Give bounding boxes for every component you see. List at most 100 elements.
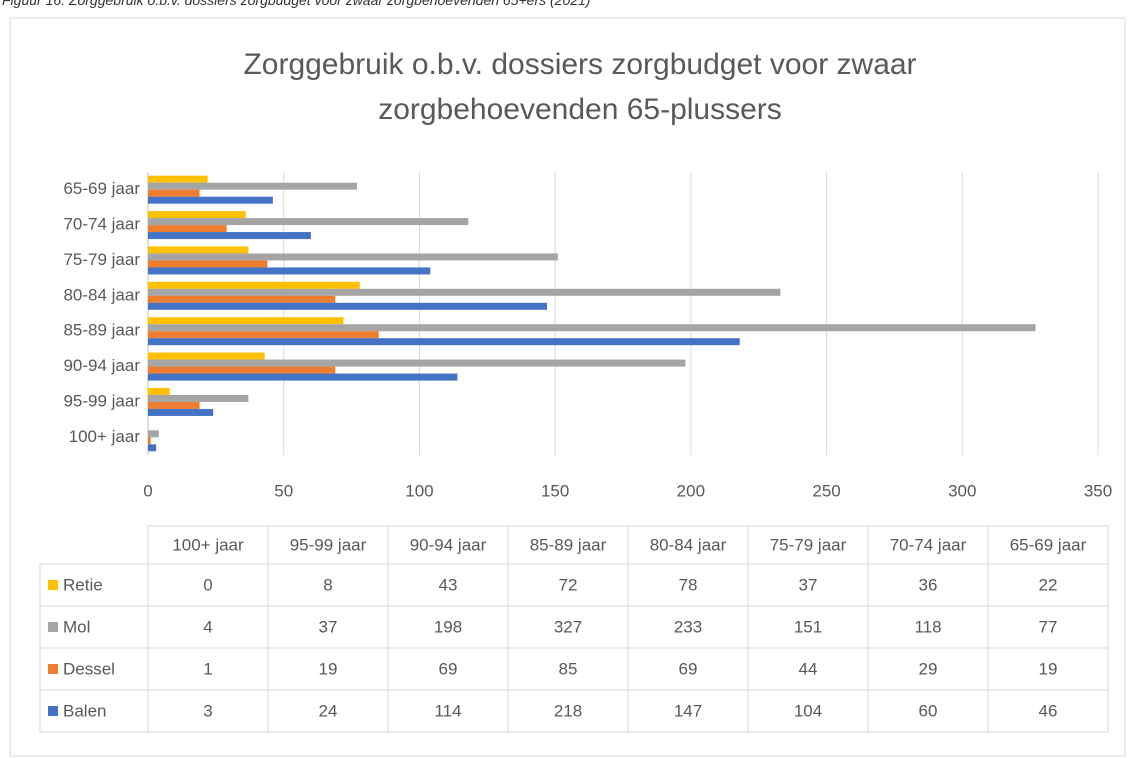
bar [148, 444, 157, 452]
y-tick-label: 65-69 jaar [63, 179, 140, 198]
legend-key [48, 622, 58, 632]
legend-key [48, 706, 58, 716]
table-value: 327 [554, 617, 582, 636]
bar [148, 288, 781, 296]
bar [148, 211, 246, 219]
legend-label: Retie [63, 575, 103, 594]
table-header: 90-94 jaar [410, 535, 487, 554]
table-value: 44 [799, 659, 818, 678]
table-value: 1 [203, 659, 212, 678]
bar [148, 401, 200, 409]
x-tick-label: 100 [405, 481, 433, 500]
table-header: 95-99 jaar [290, 535, 367, 554]
table-value: 198 [434, 617, 462, 636]
table-value: 78 [679, 575, 698, 594]
table-header: 65-69 jaar [1010, 535, 1087, 554]
bar [148, 295, 336, 303]
table-value: 104 [794, 701, 822, 720]
y-tick-label: 70-74 jaar [63, 215, 140, 234]
table-header: 75-79 jaar [770, 535, 847, 554]
y-tick-label: 100+ jaar [69, 427, 141, 446]
table-value: 72 [559, 575, 578, 594]
x-tick-label: 350 [1084, 481, 1112, 500]
bar [148, 387, 170, 395]
table-value: 77 [1039, 617, 1058, 636]
legend-key [48, 580, 58, 590]
table-value: 4 [203, 617, 212, 636]
bar [148, 317, 344, 325]
x-tick-label: 300 [948, 481, 976, 500]
x-tick-label: 250 [812, 481, 840, 500]
bar [148, 253, 558, 261]
bar [148, 373, 458, 381]
bar [148, 338, 740, 346]
x-tick-label: 150 [541, 481, 569, 500]
bar [148, 302, 547, 310]
bar [148, 359, 686, 367]
table-value: 114 [434, 701, 461, 720]
bar [148, 437, 151, 445]
bar [148, 175, 208, 183]
table-value: 36 [919, 575, 938, 594]
table-value: 22 [1039, 575, 1058, 594]
table-value: 8 [323, 575, 332, 594]
chart-title: Zorggebruik o.b.v. dossiers zorgbudget v… [243, 48, 917, 126]
table-value: 85 [559, 659, 578, 678]
table-value: 43 [439, 575, 458, 594]
figure-caption: Figuur 16: Zorggebruik o.b.v. dossiers z… [2, 0, 591, 8]
legend-label: Balen [63, 701, 106, 720]
legend-label: Mol [63, 617, 90, 636]
bar [148, 366, 336, 374]
table-value: 3 [203, 701, 212, 720]
y-tick-label: 80-84 jaar [63, 285, 140, 304]
table-value: 19 [319, 659, 338, 678]
table-value: 60 [919, 701, 938, 720]
table-value: 37 [319, 617, 338, 636]
bar [148, 218, 469, 226]
table-header: 70-74 jaar [890, 535, 967, 554]
table-value: 218 [554, 701, 582, 720]
bar [148, 430, 159, 438]
bar [148, 352, 265, 360]
table-value: 37 [799, 575, 818, 594]
table-value: 147 [674, 701, 702, 720]
legend-label: Dessel [63, 659, 115, 678]
table-value: 0 [203, 575, 212, 594]
bar [148, 196, 273, 204]
chart-frame [9, 17, 1126, 757]
table-header: 80-84 jaar [650, 535, 727, 554]
x-tick-label: 50 [274, 481, 293, 500]
bar [148, 232, 311, 240]
bar [148, 324, 1036, 332]
bar [148, 246, 249, 254]
y-tick-label: 85-89 jaar [63, 321, 140, 340]
bar [148, 281, 360, 289]
table-value: 46 [1039, 701, 1058, 720]
table-value: 233 [674, 617, 702, 636]
table-value: 24 [319, 701, 338, 720]
x-tick-label: 0 [143, 481, 152, 500]
x-tick-label: 200 [677, 481, 705, 500]
y-tick-label: 95-99 jaar [63, 391, 140, 410]
table-value: 29 [919, 659, 938, 678]
table-value: 118 [914, 617, 941, 636]
bar [148, 408, 214, 416]
y-tick-label: 90-94 jaar [63, 356, 140, 375]
table-value: 151 [794, 617, 822, 636]
legend-key [48, 664, 58, 674]
bar [148, 182, 357, 190]
table-value: 69 [439, 659, 458, 678]
bar [148, 189, 200, 197]
table-value: 19 [1039, 659, 1058, 678]
bar [148, 225, 227, 233]
table-header: 85-89 jaar [530, 535, 607, 554]
table-header: 100+ jaar [172, 535, 244, 554]
table-value: 69 [679, 659, 698, 678]
bar [148, 267, 431, 275]
bar [148, 394, 249, 402]
bar [148, 331, 379, 339]
bar [148, 260, 268, 268]
y-tick-label: 75-79 jaar [63, 250, 140, 269]
